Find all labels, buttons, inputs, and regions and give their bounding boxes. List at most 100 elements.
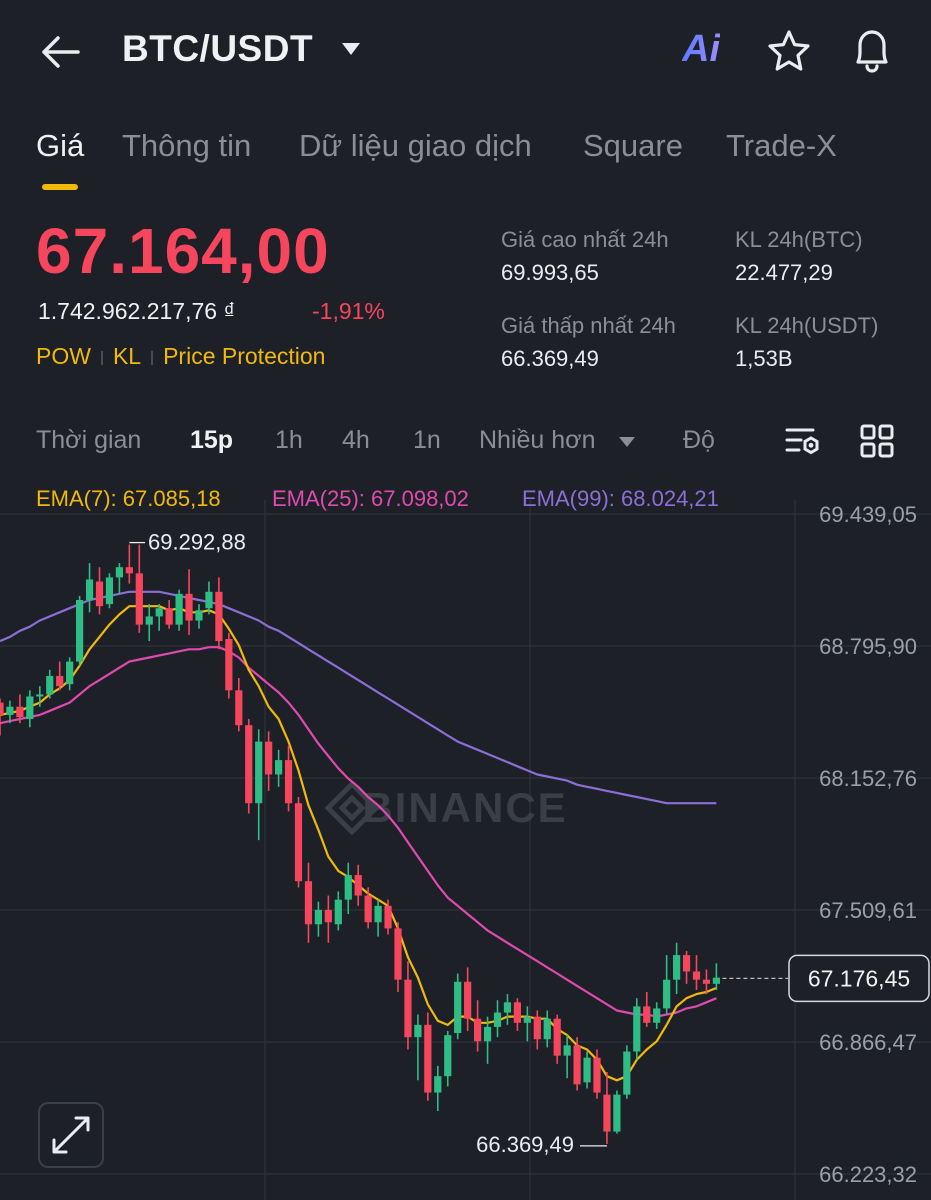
asset-tags: POW KL Price Protection bbox=[36, 343, 325, 370]
tab-info[interactable]: Thông tin bbox=[122, 128, 252, 163]
candle-body bbox=[503, 1002, 512, 1013]
candle-body bbox=[424, 1024, 432, 1093]
candle-body bbox=[85, 579, 94, 601]
interval-1n[interactable]: 1n bbox=[413, 426, 441, 454]
candle-body bbox=[643, 1006, 651, 1023]
low-24h-value: 66.369,49 bbox=[501, 346, 599, 371]
tag-kl[interactable]: KL bbox=[112, 343, 142, 369]
indicator-settings-icon[interactable] bbox=[785, 424, 823, 460]
candle-body bbox=[563, 1045, 571, 1056]
y-axis-tick-label: 68.152,76 bbox=[819, 766, 917, 791]
price-change-percent: -1,91% bbox=[312, 298, 385, 324]
y-axis-tick-label: 67.509,61 bbox=[819, 898, 917, 923]
candle-body bbox=[294, 803, 303, 882]
candle-body bbox=[633, 1006, 641, 1052]
candle-body bbox=[215, 591, 223, 642]
tab-trading-data[interactable]: Dữ liệu giao dịch bbox=[299, 128, 532, 163]
candle-body bbox=[404, 979, 412, 1038]
candle-body bbox=[225, 639, 233, 691]
more-intervals-dropdown[interactable]: Nhiều hơn bbox=[479, 426, 596, 454]
candle-body bbox=[533, 1016, 541, 1040]
tab-square[interactable]: Square bbox=[583, 128, 683, 163]
ema25-line bbox=[0, 646, 717, 1018]
candle-body bbox=[185, 593, 193, 621]
high-24h-label: Giá cao nhất 24h bbox=[501, 227, 669, 252]
tag-pow[interactable]: POW bbox=[36, 343, 91, 369]
pair-selector[interactable]: BTC/USDT bbox=[122, 28, 314, 69]
y-axis-tick-label: 66.866,47 bbox=[819, 1030, 917, 1055]
back-arrow-icon[interactable] bbox=[38, 30, 82, 74]
candle-body bbox=[702, 979, 711, 984]
candle-body bbox=[66, 661, 74, 685]
candle-body bbox=[145, 616, 153, 625]
candle-body bbox=[483, 1026, 492, 1042]
candle-body bbox=[95, 581, 104, 607]
candle-body bbox=[364, 895, 372, 923]
low-24h-label: Giá thấp nhất 24h bbox=[501, 313, 676, 338]
ema7-legend: EMA(7): 67.085,18 bbox=[36, 486, 221, 511]
candle-body bbox=[682, 955, 691, 972]
candle-body bbox=[613, 1094, 621, 1132]
candle-body bbox=[394, 928, 402, 980]
candle-body bbox=[105, 577, 114, 605]
candle-body bbox=[712, 977, 720, 984]
candle-body bbox=[593, 1057, 601, 1093]
candle-body bbox=[304, 881, 313, 925]
candle-body bbox=[653, 1008, 661, 1023]
candle-body bbox=[454, 981, 462, 1034]
y-axis-tick-label: 69.439,05 bbox=[819, 502, 917, 527]
candle-body bbox=[175, 593, 183, 625]
candle-body bbox=[16, 706, 24, 717]
candle-body bbox=[245, 725, 253, 804]
current-price-box bbox=[788, 954, 930, 1003]
candle-body bbox=[135, 573, 143, 625]
interval-1h[interactable]: 1h bbox=[275, 426, 303, 454]
layout-grid-icon[interactable] bbox=[860, 424, 894, 458]
ema25-legend: EMA(25): 67.098,02 bbox=[272, 486, 469, 511]
candle-body bbox=[36, 694, 44, 697]
depth-tab[interactable]: Độ bbox=[683, 426, 715, 454]
bell-icon[interactable] bbox=[850, 26, 894, 74]
tag-price-protection[interactable]: Price Protection bbox=[163, 343, 326, 369]
candle-body bbox=[543, 1018, 551, 1040]
candle-body bbox=[205, 591, 213, 609]
candle-body bbox=[444, 1035, 452, 1077]
candle-body bbox=[314, 909, 322, 925]
vol-btc-value: 22.477,29 bbox=[735, 260, 833, 285]
time-label: Thời gian bbox=[36, 426, 142, 454]
candle-body bbox=[165, 608, 173, 625]
expand-icon bbox=[52, 1116, 90, 1154]
binance-watermark: BINANCE bbox=[362, 784, 567, 831]
candlestick-chart[interactable]: BINANCE 69.292,88 66.369,49 69.439,05 68.795… bbox=[0, 470, 931, 1200]
binance-logo-icon bbox=[324, 780, 380, 836]
candle-body bbox=[6, 706, 14, 715]
ema99-line bbox=[0, 590, 717, 805]
ai-assistant-button[interactable]: Ai bbox=[682, 28, 720, 70]
candle-body bbox=[275, 760, 283, 775]
fullscreen-button[interactable] bbox=[38, 1102, 104, 1168]
caret-down-icon[interactable] bbox=[618, 435, 636, 449]
caret-down-icon[interactable] bbox=[340, 40, 362, 58]
candle-body bbox=[56, 675, 64, 687]
tab-trade-x[interactable]: Trade-X bbox=[726, 128, 837, 163]
active-tab-indicator bbox=[42, 184, 78, 190]
candle-body bbox=[324, 909, 332, 923]
interval-4h[interactable]: 4h bbox=[342, 426, 370, 454]
candle-body bbox=[692, 971, 701, 980]
candle-body bbox=[76, 600, 84, 662]
candle-body bbox=[583, 1057, 591, 1083]
tab-price[interactable]: Giá bbox=[36, 128, 85, 163]
candle-body bbox=[235, 690, 243, 726]
vol-usdt-label: KL 24h(USDT) bbox=[735, 313, 879, 338]
fiat-price: 1.742.962.217,76 ₫ bbox=[38, 298, 236, 324]
candle-body bbox=[513, 1002, 521, 1023]
candle-body bbox=[255, 741, 263, 804]
interval-15p[interactable]: 15p bbox=[190, 426, 234, 454]
star-icon[interactable] bbox=[766, 28, 812, 74]
vol-usdt-value: 1,53B bbox=[735, 346, 793, 371]
y-axis-tick-label: 68.795,90 bbox=[819, 634, 917, 659]
last-price: 67.164,00 bbox=[36, 215, 330, 287]
candle-body bbox=[265, 741, 273, 775]
candle-body bbox=[195, 610, 203, 621]
candle-body bbox=[0, 702, 4, 715]
